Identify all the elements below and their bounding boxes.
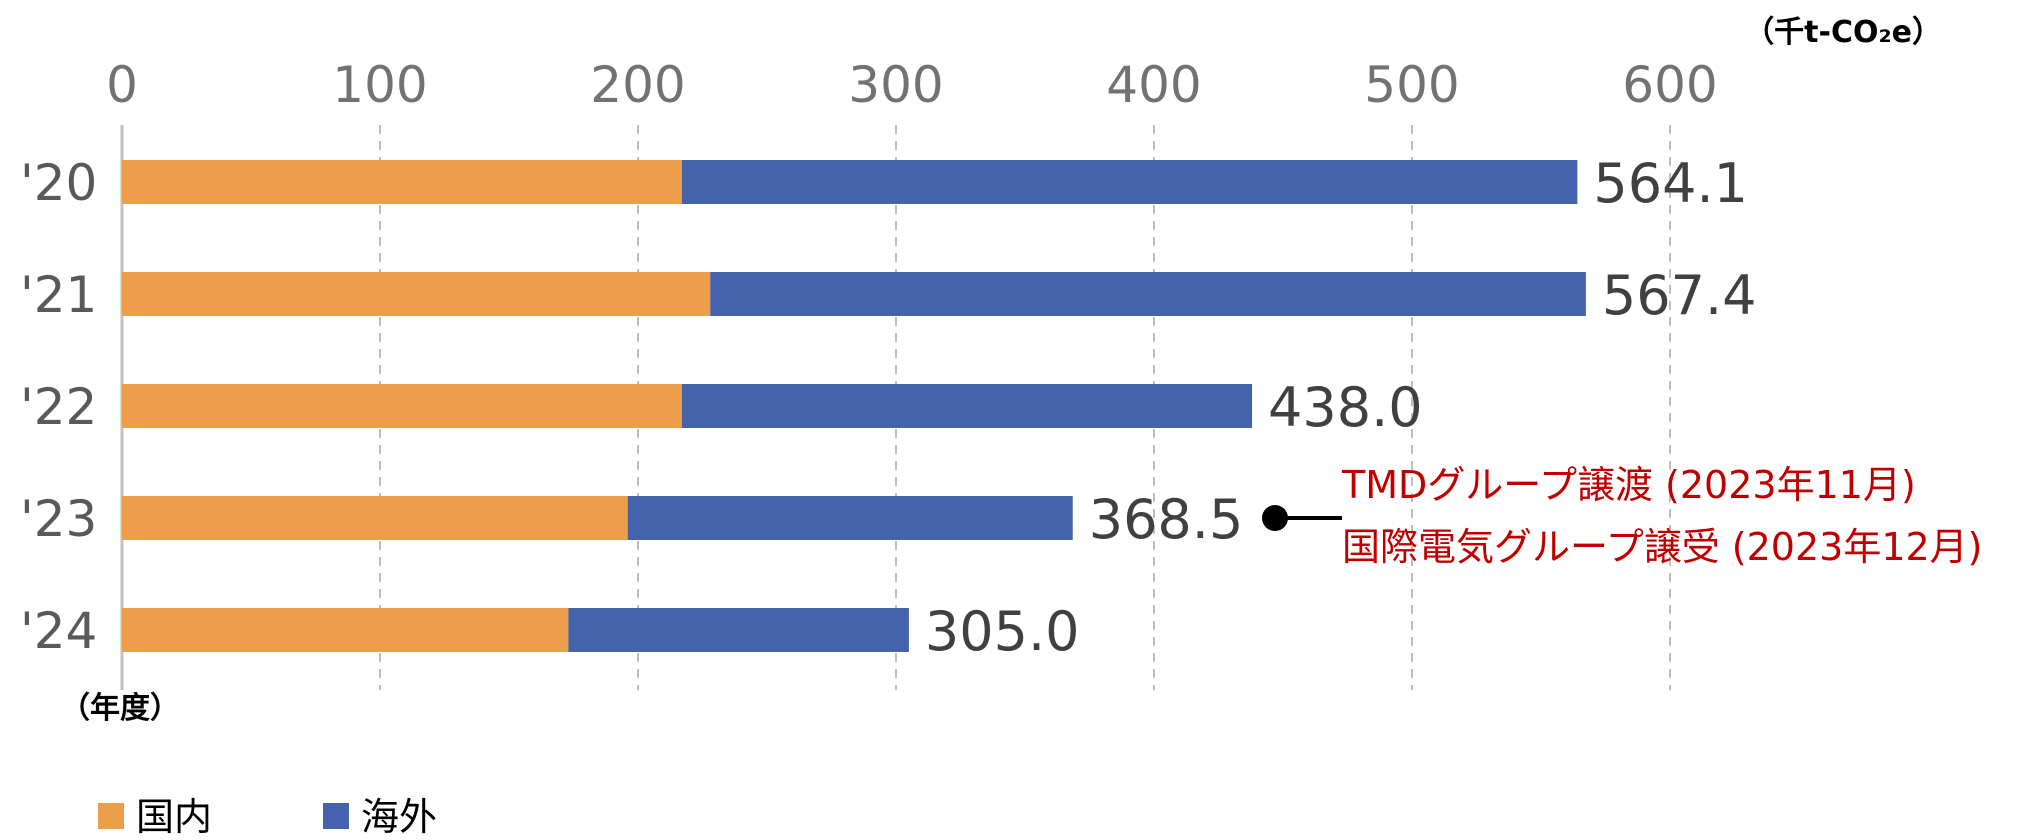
total-value-label: 567.4 [1602,264,1757,327]
bar-overseas-2 [681,384,1253,428]
category-label: '23 [20,490,97,548]
x-tick-label: 0 [106,56,138,114]
category-label: '22 [20,378,97,436]
annotation: TMDグループ譲渡 (2023年11月) 国際電気グループ譲受 (2023年12月… [1262,463,1983,569]
x-tick-label: 400 [1106,56,1201,114]
category-label: '24 [20,602,97,660]
grid-lines [379,125,1671,690]
legend-swatch-overseas [323,803,349,829]
total-value-label: 564.1 [1593,152,1748,215]
annotation-text: 国際電気グループ譲受 (2023年12月) [1342,525,1983,569]
bar-domestic-4 [122,608,569,652]
bar-domestic-3 [122,496,628,540]
legend-label-domestic: 国内 [136,795,212,839]
category-axis-label: （年度） [60,691,180,726]
unit-label: （千t-CO₂e） [1744,15,1942,50]
category-label: '21 [20,266,97,324]
axes: 0 100 200 300 400 500 600 [106,56,1718,690]
category-label: '20 [20,154,97,212]
annotation-text: TMDグループ譲渡 (2023年11月) [1341,463,1916,507]
total-value-label: 438.0 [1268,376,1423,439]
bar-domestic-1 [122,272,711,316]
bars [122,160,1586,652]
bar-overseas-1 [710,272,1586,316]
x-tick-label: 600 [1622,56,1717,114]
legend-label-overseas: 海外 [361,795,437,839]
total-value-label: 305.0 [925,600,1080,663]
bar-domestic-2 [122,384,682,428]
bar-overseas-3 [627,496,1073,540]
bar-overseas-0 [681,160,1578,204]
legend: 国内 海外 [98,795,437,839]
bar-domestic-0 [122,160,682,204]
labels: '20 564.1 '21 567.4 '22 438.0 '23 368.5 '24 305.0… [20,15,1942,726]
legend-swatch-domestic [98,803,124,829]
x-tick-label: 500 [1364,56,1459,114]
total-value-label: 368.5 [1089,488,1244,551]
x-tick-label: 200 [590,56,685,114]
x-tick-label: 300 [848,56,943,114]
x-tick-label: 100 [332,56,427,114]
bar-overseas-4 [568,608,909,652]
